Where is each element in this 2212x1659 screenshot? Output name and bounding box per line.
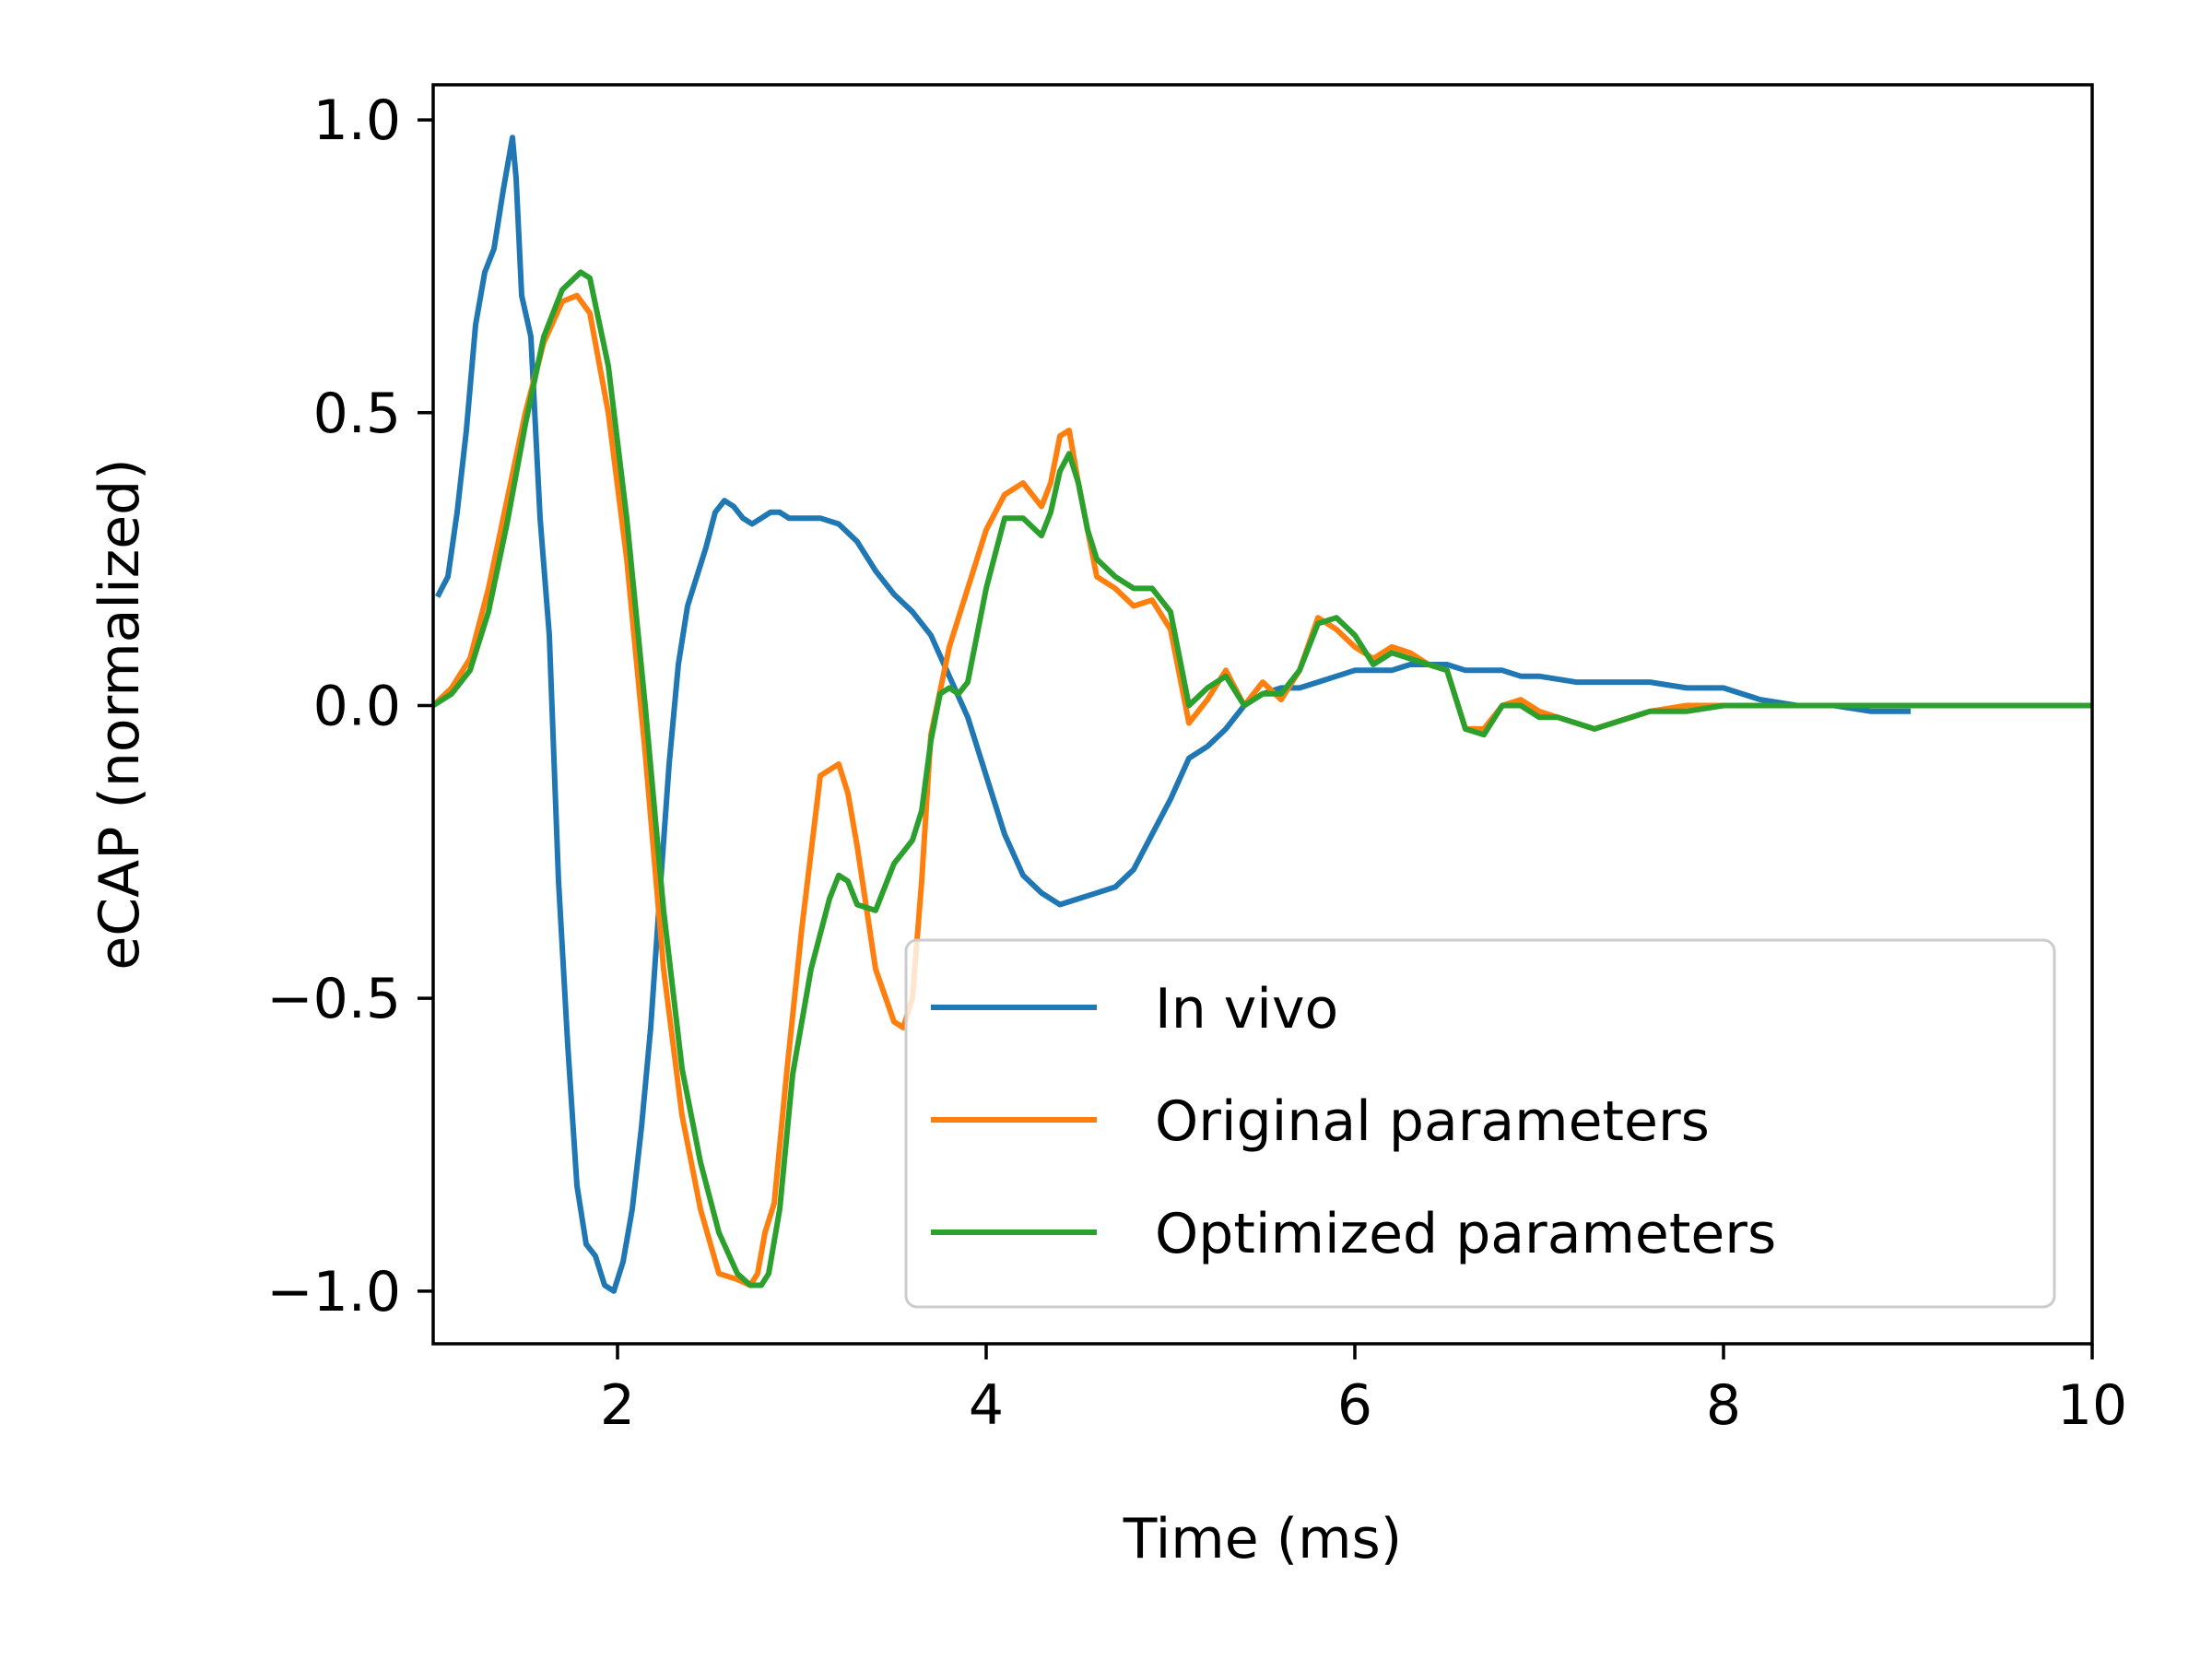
legend: In vivo Original parameters Optimized para… <box>904 938 2056 1309</box>
x-axis: 2 4 6 8 10 <box>600 1344 2127 1438</box>
x-axis-label: Time (ms) <box>1123 1507 1402 1571</box>
x-tick-label: 6 <box>1337 1373 1372 1438</box>
legend-label: In vivo <box>1155 977 1338 1041</box>
y-tick-label: 0.0 <box>313 674 401 738</box>
y-tick-label: 1.0 <box>313 88 401 153</box>
legend-label: Original parameters <box>1155 1089 1710 1154</box>
y-tick-label: 0.5 <box>313 382 401 446</box>
x-tick-label: 4 <box>969 1373 1004 1438</box>
y-axis-label: eCAP (normalized) <box>88 458 152 970</box>
x-tick-label: 2 <box>600 1373 635 1438</box>
y-tick-label: −1.0 <box>266 1260 401 1324</box>
y-axis: 1.0 0.5 0.0 −0.5 −1.0 <box>266 88 433 1324</box>
x-tick-label: 8 <box>1706 1373 1741 1438</box>
y-tick-label: −0.5 <box>266 967 401 1031</box>
legend-frame <box>904 938 2056 1309</box>
legend-label: Optimized parameters <box>1155 1202 1776 1266</box>
x-tick-label: 10 <box>2057 1373 2127 1438</box>
plot-frame <box>431 83 2094 1346</box>
series-line-2 <box>433 269 2092 1288</box>
series-line-0 <box>434 135 1911 1294</box>
series-layer <box>433 135 2092 1294</box>
